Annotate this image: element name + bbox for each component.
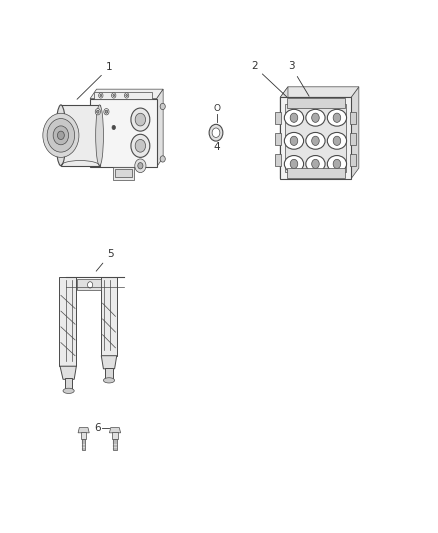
Bar	[350, 112, 356, 124]
Circle shape	[88, 282, 93, 288]
Circle shape	[53, 126, 69, 145]
Ellipse shape	[327, 132, 346, 149]
Circle shape	[312, 113, 319, 123]
Text: 6: 6	[95, 423, 101, 433]
Bar	[275, 133, 281, 144]
Text: 1: 1	[77, 62, 113, 99]
Bar	[275, 112, 281, 124]
Circle shape	[43, 114, 79, 157]
Circle shape	[112, 125, 116, 130]
Circle shape	[95, 109, 100, 115]
Polygon shape	[280, 87, 359, 98]
Circle shape	[113, 94, 115, 96]
Bar	[65, 378, 72, 390]
Circle shape	[99, 93, 103, 98]
Ellipse shape	[284, 156, 304, 172]
Bar	[101, 277, 117, 356]
Bar	[350, 133, 356, 144]
Text: O: O	[213, 104, 220, 113]
Ellipse shape	[95, 105, 103, 166]
Bar	[81, 432, 86, 439]
Circle shape	[135, 113, 145, 126]
Circle shape	[290, 136, 298, 146]
Bar	[115, 169, 132, 177]
Circle shape	[96, 110, 99, 114]
Ellipse shape	[63, 388, 74, 393]
Bar	[113, 432, 117, 439]
Circle shape	[333, 136, 341, 146]
Bar	[59, 277, 76, 366]
Ellipse shape	[284, 132, 304, 149]
Polygon shape	[90, 89, 163, 99]
Circle shape	[47, 118, 74, 152]
Circle shape	[100, 94, 102, 96]
Bar	[113, 439, 117, 450]
Ellipse shape	[103, 378, 115, 383]
Circle shape	[135, 140, 145, 152]
Polygon shape	[157, 89, 163, 167]
Circle shape	[290, 159, 298, 168]
Circle shape	[333, 159, 341, 168]
Circle shape	[333, 113, 341, 123]
Circle shape	[212, 128, 220, 138]
Ellipse shape	[306, 109, 325, 126]
Text: 2: 2	[251, 61, 286, 96]
Bar	[280, 98, 351, 179]
Circle shape	[290, 113, 298, 123]
Circle shape	[312, 136, 319, 146]
Circle shape	[124, 93, 129, 98]
Bar	[90, 99, 157, 167]
Ellipse shape	[327, 156, 346, 172]
Bar	[95, 92, 152, 99]
Polygon shape	[351, 87, 359, 179]
Bar	[287, 99, 345, 108]
Ellipse shape	[56, 105, 66, 166]
Bar	[287, 168, 345, 177]
Polygon shape	[110, 427, 120, 433]
Bar	[275, 154, 281, 166]
Circle shape	[112, 93, 116, 98]
Ellipse shape	[306, 132, 325, 149]
Bar	[350, 154, 356, 166]
Ellipse shape	[327, 109, 346, 126]
Polygon shape	[101, 356, 117, 369]
Text: 3: 3	[288, 61, 309, 96]
Polygon shape	[280, 87, 288, 179]
Bar	[286, 103, 346, 172]
Bar	[105, 368, 113, 379]
Circle shape	[131, 134, 150, 157]
Polygon shape	[60, 366, 76, 379]
Polygon shape	[78, 427, 89, 433]
Circle shape	[104, 109, 109, 115]
Circle shape	[126, 94, 127, 96]
Circle shape	[131, 108, 150, 131]
Text: 5: 5	[96, 248, 114, 271]
Circle shape	[138, 163, 143, 169]
Ellipse shape	[284, 109, 304, 126]
Bar	[61, 105, 99, 166]
Circle shape	[105, 110, 108, 114]
Text: 4: 4	[214, 142, 220, 151]
Ellipse shape	[306, 156, 325, 172]
Circle shape	[57, 131, 64, 140]
Circle shape	[160, 156, 165, 162]
Circle shape	[209, 124, 223, 141]
Bar	[113, 167, 134, 180]
Bar	[82, 439, 85, 450]
Bar	[77, 279, 101, 290]
Circle shape	[312, 159, 319, 168]
Circle shape	[135, 159, 146, 173]
Circle shape	[160, 103, 165, 110]
